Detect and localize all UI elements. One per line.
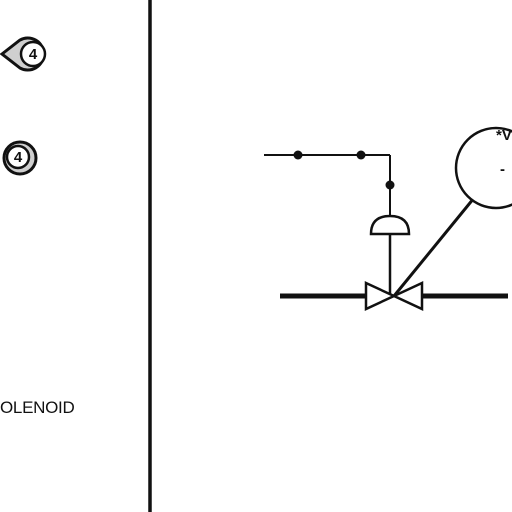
instrument-dash: - bbox=[500, 161, 505, 178]
signal-dot-2 bbox=[356, 150, 366, 160]
tag-bubble-round-inner bbox=[5, 144, 31, 170]
signal-dot-1 bbox=[293, 150, 303, 160]
signal-line bbox=[264, 150, 395, 222]
instrument-connection-line bbox=[392, 197, 476, 297]
tag-number-round: 4 bbox=[14, 149, 23, 166]
instrument-bubble: *V - bbox=[454, 126, 512, 210]
control-valve bbox=[364, 281, 424, 311]
tag-number-pointed: 4 bbox=[29, 46, 38, 63]
tag-bubble-round: 4 bbox=[2, 140, 38, 176]
valve-left-triangle bbox=[364, 281, 397, 311]
solenoid-label: OLENOID bbox=[0, 398, 74, 417]
instrument-circle bbox=[454, 126, 512, 210]
tag-bubble-pointed: 4 bbox=[0, 36, 47, 72]
signal-dot-3 bbox=[385, 180, 395, 190]
actuator-dome bbox=[369, 214, 411, 236]
instrument-label: *V bbox=[496, 127, 512, 144]
valve-right-triangle bbox=[391, 281, 424, 311]
tag-bubble-pointed-inner bbox=[19, 40, 47, 68]
diaphragm-actuator bbox=[369, 214, 411, 296]
